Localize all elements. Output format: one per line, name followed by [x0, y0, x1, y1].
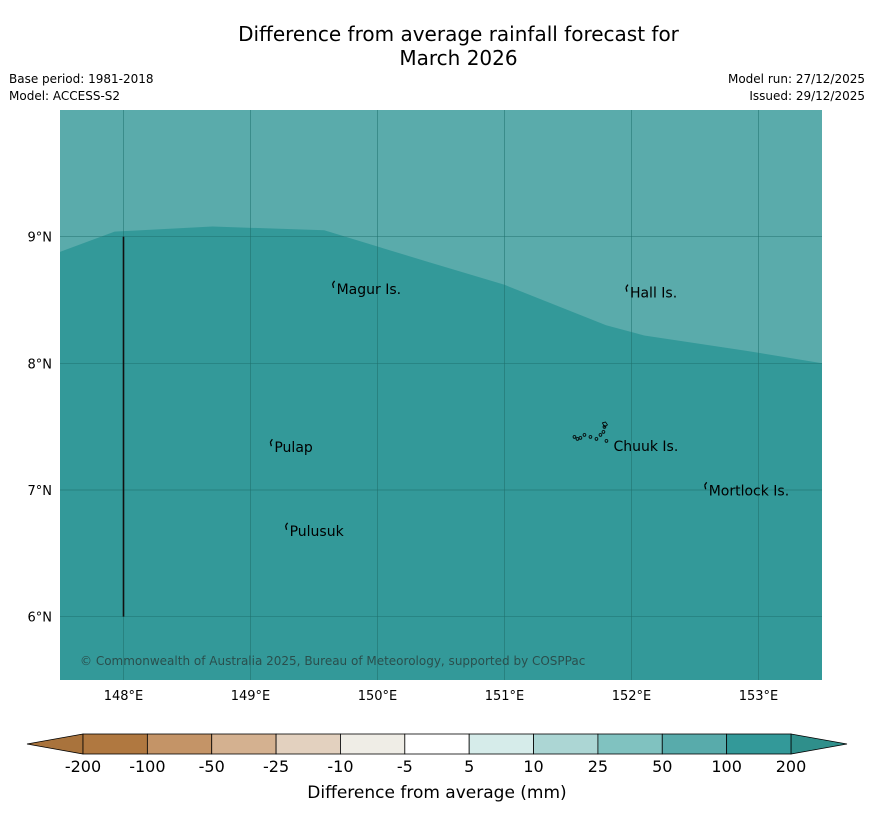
lat-tick-label: 8°N — [28, 357, 53, 372]
lat-tick-label: 9°N — [28, 231, 53, 246]
place-label: Mortlock Is. — [709, 483, 789, 499]
place-magur-is: Magur Is. — [331, 280, 402, 298]
colorbar-tick-label: 5 — [464, 757, 474, 776]
lat-tick-label: 7°N — [28, 484, 53, 499]
meta-right: Model run: 27/12/2025 Issued: 29/12/2025 — [728, 71, 865, 105]
colorbar-tick-label: -50 — [199, 757, 225, 776]
colorbar-segment — [146, 733, 213, 755]
place-label: Magur Is. — [337, 282, 402, 298]
lon-tick-label: 152°E — [612, 689, 652, 704]
lat-tick-label: 6°N — [28, 611, 53, 626]
place-chuuk-is: Chuuk Is. — [572, 421, 678, 455]
colorbar-tick-label: 25 — [588, 757, 608, 776]
place-pulusuk: Pulusuk — [284, 522, 345, 540]
chart-title: Difference from average rainfall forecas… — [0, 22, 873, 70]
lon-tick-label: 151°E — [485, 689, 525, 704]
colorbar-segment — [726, 733, 792, 755]
place-label: Chuuk Is. — [613, 439, 678, 455]
colorbar-tick-label: -100 — [129, 757, 165, 776]
title-line-1: Difference from average rainfall forecas… — [238, 22, 679, 46]
copyright-notice: © Commonwealth of Australia 2025, Bureau… — [80, 654, 585, 668]
lon-tick-label: 149°E — [231, 689, 271, 704]
lon-tick-label: 153°E — [739, 689, 779, 704]
colorbar-tick-label: 200 — [776, 757, 807, 776]
place-label: Hall Is. — [630, 286, 677, 302]
colorbar-tick-label: -200 — [65, 757, 101, 776]
title-line-2: March 2026 — [399, 46, 518, 70]
colorbar-segment — [597, 733, 663, 755]
colorbar-label: Difference from average (mm) — [307, 783, 566, 803]
colorbar-segment — [533, 733, 599, 755]
colorbar-segment — [661, 733, 728, 755]
colorbar-segment — [340, 733, 406, 755]
colorbar-under-arrow — [26, 733, 84, 755]
colorbar-tick-label: 10 — [523, 757, 543, 776]
colorbar-tick-label: 50 — [652, 757, 672, 776]
colorbar-segment — [211, 733, 277, 755]
place-hall-is: Hall Is. — [625, 284, 677, 302]
colorbar-tick-label: 100 — [711, 757, 742, 776]
colorbar-segment — [82, 733, 148, 755]
place-label: Pulusuk — [290, 524, 345, 540]
place-label: Pulap — [274, 440, 313, 456]
colorbar-tick-label: -5 — [397, 757, 413, 776]
place-pulap: Pulap — [269, 438, 313, 456]
colorbar-segment — [275, 733, 341, 755]
model-run: Model run: 27/12/2025 — [727, 72, 865, 86]
lon-tick-label: 150°E — [358, 689, 398, 704]
meta-left: Base period: 1981-2018 Model: ACCESS-S2 — [9, 71, 154, 105]
model-name: Model: ACCESS-S2 — [9, 89, 121, 103]
base-period: Base period: 1981-2018 — [9, 72, 154, 86]
issued-date: Issued: 29/12/2025 — [749, 89, 865, 103]
place-mortlock-is: Mortlock Is. — [704, 481, 789, 499]
colorbar-tick-label: -25 — [263, 757, 289, 776]
colorbar: -200 -100 -50 -25 -10 -5 5 10 25 50 100 200 Differen… — [26, 733, 848, 803]
colorbar-over-arrow — [790, 733, 848, 755]
colorbar-segment — [404, 733, 470, 755]
colorbar-tick-label: -10 — [327, 757, 353, 776]
lon-tick-label: 148°E — [104, 689, 144, 704]
colorbar-segment — [468, 733, 534, 755]
